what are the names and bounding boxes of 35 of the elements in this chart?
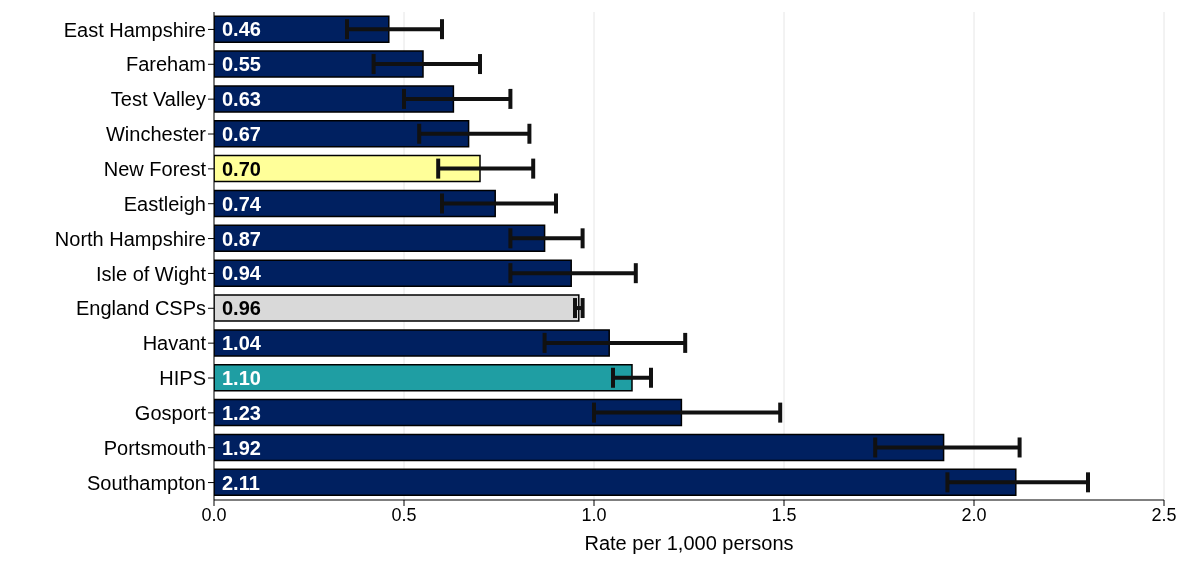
y-tick-label: Portsmouth — [103, 436, 206, 459]
data-label: 0.74 — [222, 192, 262, 215]
y-tick-label: Southampton — [87, 471, 206, 494]
data-label: 0.94 — [222, 262, 262, 285]
data-label: 1.23 — [222, 401, 261, 424]
x-tick-label: 1.0 — [581, 504, 607, 525]
data-label: 1.10 — [222, 366, 261, 389]
data-label: 0.67 — [222, 122, 261, 145]
y-tick-label: New Forest — [103, 157, 207, 180]
y-tick-label: England CSPs — [75, 297, 206, 320]
data-label: 0.96 — [222, 297, 261, 320]
y-tick-label: Fareham — [125, 53, 206, 76]
x-tick-label: 0.0 — [201, 504, 227, 525]
y-tick-label: Gosport — [134, 401, 207, 424]
x-tick-label: 2.0 — [961, 504, 987, 525]
y-tick-label: Winchester — [105, 123, 207, 146]
y-tick-label: Isle of Wight — [95, 262, 207, 285]
y-tick-label: East Hampshire — [63, 18, 206, 41]
y-tick-label: North Hampshire — [54, 227, 206, 250]
x-axis-title: Rate per 1,000 persons — [584, 532, 794, 554]
y-tick-label: Test Valley — [110, 88, 206, 111]
y-tick-label: Eastleigh — [123, 192, 206, 215]
data-label: 0.87 — [222, 227, 261, 250]
data-label: 0.70 — [222, 157, 261, 180]
x-tick-label: 0.5 — [391, 504, 417, 525]
data-label: 2.11 — [222, 471, 260, 494]
data-label: 1.92 — [222, 436, 261, 459]
x-tick-label: 2.5 — [1151, 504, 1177, 525]
data-label: 1.04 — [222, 332, 262, 355]
data-label: 0.63 — [222, 88, 261, 111]
data-label: 0.46 — [222, 18, 261, 41]
y-tick-label: Havant — [142, 332, 207, 355]
x-tick-label: 1.5 — [771, 504, 797, 525]
y-tick-label: HIPS — [159, 367, 206, 390]
data-label: 0.55 — [222, 53, 261, 76]
